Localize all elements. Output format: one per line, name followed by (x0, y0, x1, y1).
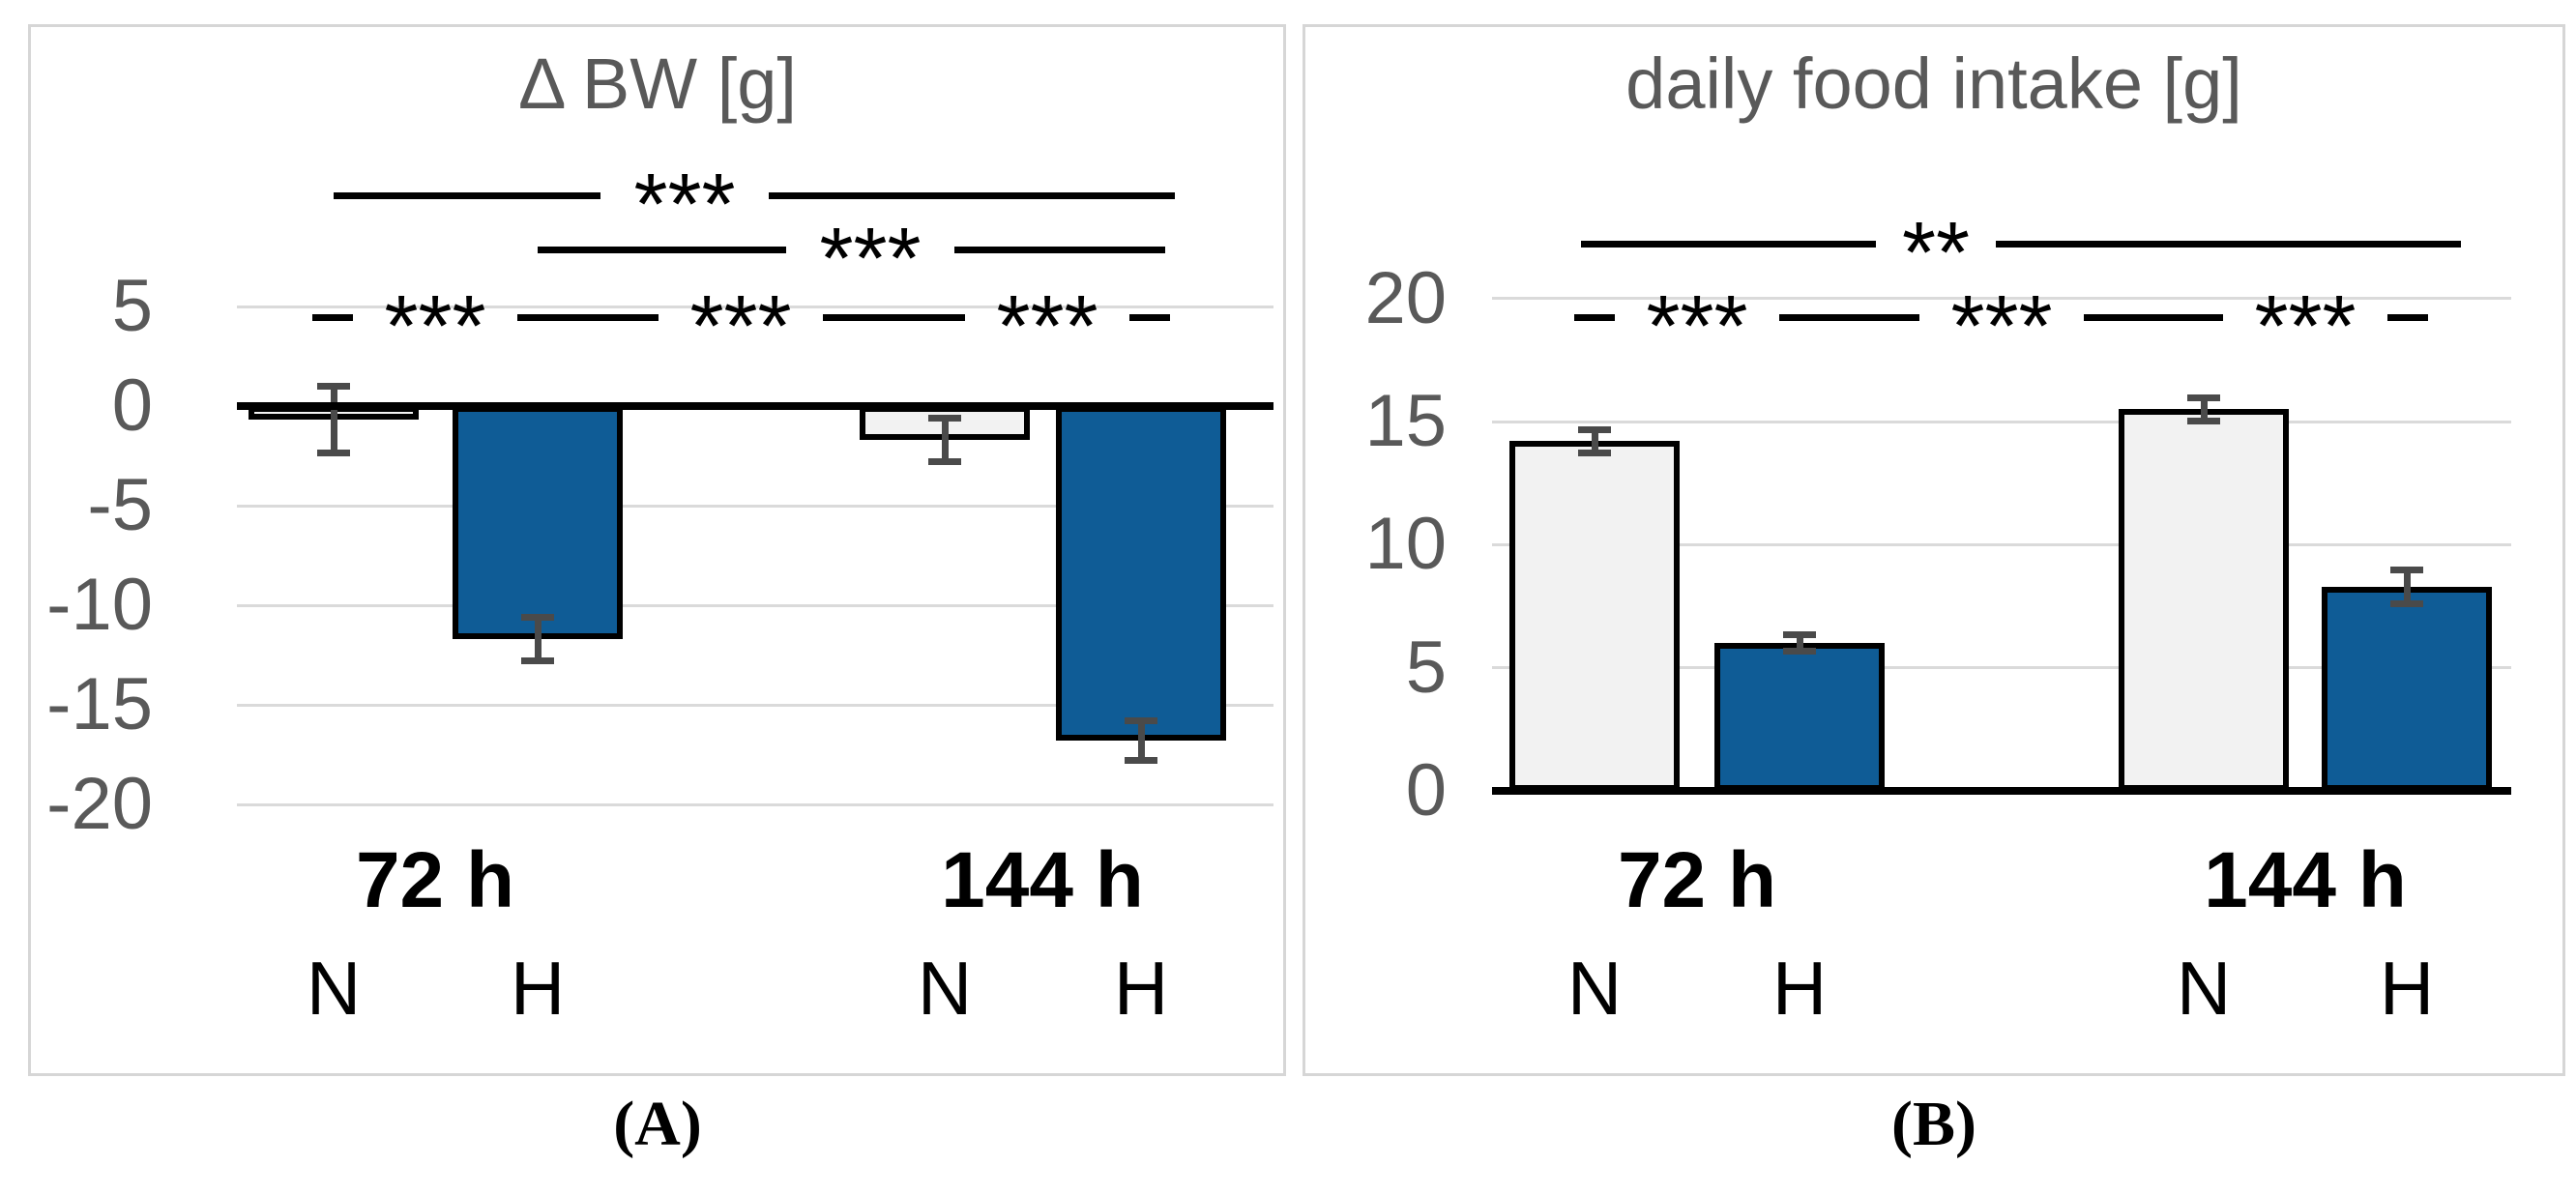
error-bar-72h-N (330, 386, 337, 454)
error-bar-cap-top-144h-N (2187, 393, 2220, 401)
error-bar-cap-bottom-144h-H (1125, 756, 1157, 764)
gridline-5 (237, 305, 1273, 308)
error-bar-72h-H (534, 617, 542, 661)
sig-line-left (1581, 240, 1876, 248)
sig-dash-left (312, 313, 353, 321)
panel-b-caption: (B) (1891, 1089, 1976, 1159)
error-bar-72h-N (1591, 428, 1598, 454)
error-bar-cap-bottom-144h-N (928, 457, 961, 465)
gridline-10 (1492, 542, 2511, 546)
y-tick-label--10: -10 (46, 564, 153, 646)
error-bar-144h-H (1137, 720, 1145, 761)
error-bar-72h-H (1796, 634, 1803, 653)
sig-stars: *** (1950, 278, 2053, 375)
error-bar-cap-top-144h-H (2390, 566, 2423, 573)
bar-72h-H (1714, 643, 1885, 791)
gridline-5 (1492, 666, 2511, 670)
x-axis-line-b (1492, 787, 2511, 795)
error-bar-cap-bottom-72h-H (1783, 648, 1816, 656)
panel-a-caption: (A) (613, 1089, 702, 1159)
error-bar-cap-top-72h-H (521, 614, 554, 622)
y-tick-label-5: 5 (1405, 626, 1447, 709)
gridline--5 (237, 504, 1273, 508)
sig-line-left (538, 246, 786, 253)
sig-line-left (334, 191, 600, 199)
sig-line-right (1996, 240, 2461, 248)
series-label-H-144h: H (1113, 946, 1169, 1031)
error-bar-cap-bottom-72h-N (317, 450, 350, 457)
bar-144h-H (1056, 406, 1226, 742)
series-label-H-72h: H (1771, 946, 1828, 1031)
bar-144h-N (2119, 409, 2289, 791)
series-label-H-72h: H (510, 946, 566, 1031)
series-label-N-144h: N (917, 946, 973, 1031)
y-tick-label-15: 15 (1364, 380, 1447, 463)
group-label-72h: 72 h (355, 836, 515, 924)
sig-line-right (954, 246, 1165, 253)
sig-dash-right (823, 313, 941, 321)
bar-72h-H (453, 406, 623, 640)
error-bar-cap-top-72h-N (1578, 425, 1611, 433)
error-bar-cap-top-72h-H (1783, 631, 1816, 639)
error-bar-144h-N (941, 418, 949, 462)
sig-stars: *** (996, 278, 1098, 375)
bar-144h-H (2322, 586, 2492, 791)
sig-stars: *** (633, 157, 736, 253)
error-bar-144h-H (2403, 568, 2411, 604)
sig-stars: *** (689, 278, 792, 375)
sig-dash-right (2084, 313, 2202, 321)
error-bar-cap-bottom-72h-N (1578, 450, 1611, 457)
sig-stars: *** (819, 211, 922, 307)
y-tick-label-5: 5 (111, 265, 153, 347)
y-tick-label--20: -20 (46, 763, 153, 845)
error-bar-cap-top-144h-N (928, 415, 961, 423)
sig-dash-left (2182, 313, 2223, 321)
panel-b-title: daily food intake [g] (1625, 44, 2242, 124)
gridline-20 (1492, 297, 2511, 301)
error-bar-144h-N (2200, 396, 2208, 423)
error-bar-cap-top-72h-N (317, 383, 350, 391)
group-label-144h: 144 h (2204, 836, 2407, 924)
error-bar-cap-bottom-144h-N (2187, 418, 2220, 425)
group-label-72h: 72 h (1617, 836, 1777, 924)
y-tick-label--5: -5 (87, 464, 153, 546)
error-bar-cap-top-144h-H (1125, 717, 1157, 725)
bar-72h-N (1509, 441, 1680, 791)
sig-line-right (769, 191, 1175, 199)
gridline--20 (237, 802, 1273, 806)
sig-stars: *** (2254, 278, 2356, 375)
group-label-144h: 144 h (941, 836, 1144, 924)
y-tick-label-10: 10 (1364, 503, 1447, 586)
sig-dash-left (924, 313, 965, 321)
sig-stars: ** (1901, 205, 1971, 302)
sig-dash-right (1129, 313, 1170, 321)
x-axis-line-a (237, 402, 1273, 410)
sig-dash-left (1801, 313, 1919, 321)
y-tick-label-0: 0 (111, 364, 153, 447)
series-label-N-72h: N (1566, 946, 1623, 1031)
sig-stars: *** (384, 278, 486, 375)
sig-stars: *** (1646, 278, 1748, 375)
y-tick-label-0: 0 (1405, 749, 1447, 831)
gridline--15 (237, 703, 1273, 707)
sig-dash-left (1574, 313, 1615, 321)
series-label-N-144h: N (2176, 946, 2232, 1031)
series-label-N-72h: N (306, 946, 362, 1031)
sig-dash-right (2387, 313, 2428, 321)
sig-dash-right (1779, 313, 1820, 321)
y-tick-label-20: 20 (1364, 256, 1447, 339)
error-bar-cap-bottom-144h-H (2390, 599, 2423, 607)
y-tick-label--15: -15 (46, 663, 153, 745)
series-label-H-144h: H (2379, 946, 2435, 1031)
gridline-15 (1492, 420, 2511, 423)
sig-dash-left (541, 313, 659, 321)
gridline--10 (237, 603, 1273, 607)
sig-dash-right (517, 313, 558, 321)
error-bar-cap-bottom-72h-H (521, 656, 554, 664)
panel-a-title: Δ BW [g] (518, 44, 797, 124)
